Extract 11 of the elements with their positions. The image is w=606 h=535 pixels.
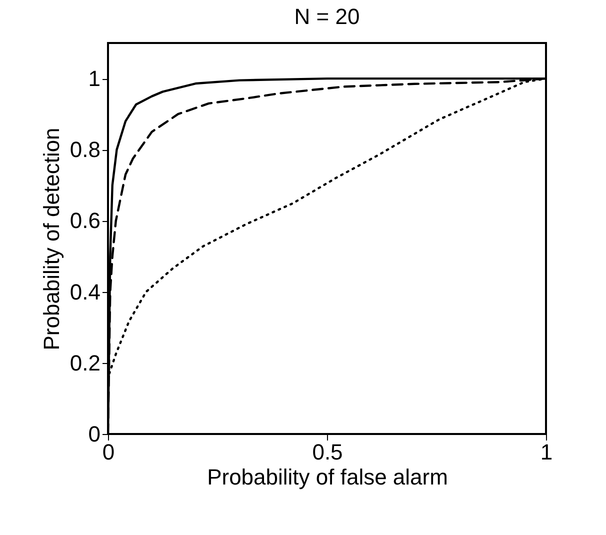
- x-tick-label: 0.5: [312, 440, 343, 464]
- y-axis-title: Probability of detection: [38, 128, 64, 350]
- y-tick-label: 0.4: [70, 279, 100, 304]
- y-tick-label: 0.2: [70, 350, 100, 376]
- y-tick-label: 0: [88, 422, 100, 446]
- x-axis-title: Probability of false alarm: [207, 464, 448, 490]
- y-tick-label: 1: [88, 66, 100, 92]
- x-tick-label: 1: [540, 440, 553, 464]
- y-tick-label: 0.6: [70, 208, 100, 234]
- y-tick-label: 0.8: [70, 137, 100, 162]
- chart-title: N = 20: [294, 4, 360, 29]
